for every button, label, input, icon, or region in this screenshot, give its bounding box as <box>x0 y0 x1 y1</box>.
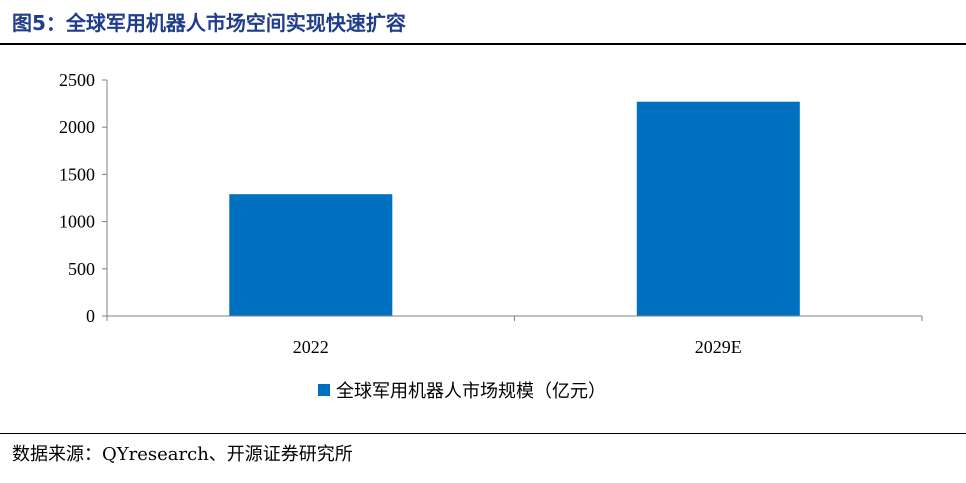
y-tick-label-2000: 2000 <box>59 117 95 137</box>
y-tick-label-0: 0 <box>86 306 95 326</box>
legend-label: 全球军用机器人市场规模（亿元） <box>336 381 606 402</box>
bar-2022 <box>229 194 393 316</box>
legend-swatch <box>318 384 330 396</box>
bar-chart: 0 500 1000 1500 2000 2500 2022 2029E <box>59 70 923 357</box>
x-tick-label-2022: 2022 <box>293 337 329 357</box>
bar-2029E <box>636 101 800 316</box>
plot-area: 0 500 1000 1500 2000 2500 2022 2029E <box>59 70 923 357</box>
y-tick-label-500: 500 <box>68 259 95 279</box>
source-rule <box>0 433 966 434</box>
title-rule <box>0 43 966 45</box>
source-note: 数据来源：QYresearch、开源证券研究所 <box>12 444 353 465</box>
y-tick-label-1000: 1000 <box>59 212 95 232</box>
x-tick-label-2029E: 2029E <box>695 337 742 357</box>
y-tick-label-1500: 1500 <box>59 164 95 184</box>
y-tick-label-2500: 2500 <box>59 70 95 90</box>
legend: 全球军用机器人市场规模（亿元） <box>318 376 606 404</box>
figure-title: 图5：全球军用机器人市场空间实现快速扩容 <box>12 11 406 35</box>
